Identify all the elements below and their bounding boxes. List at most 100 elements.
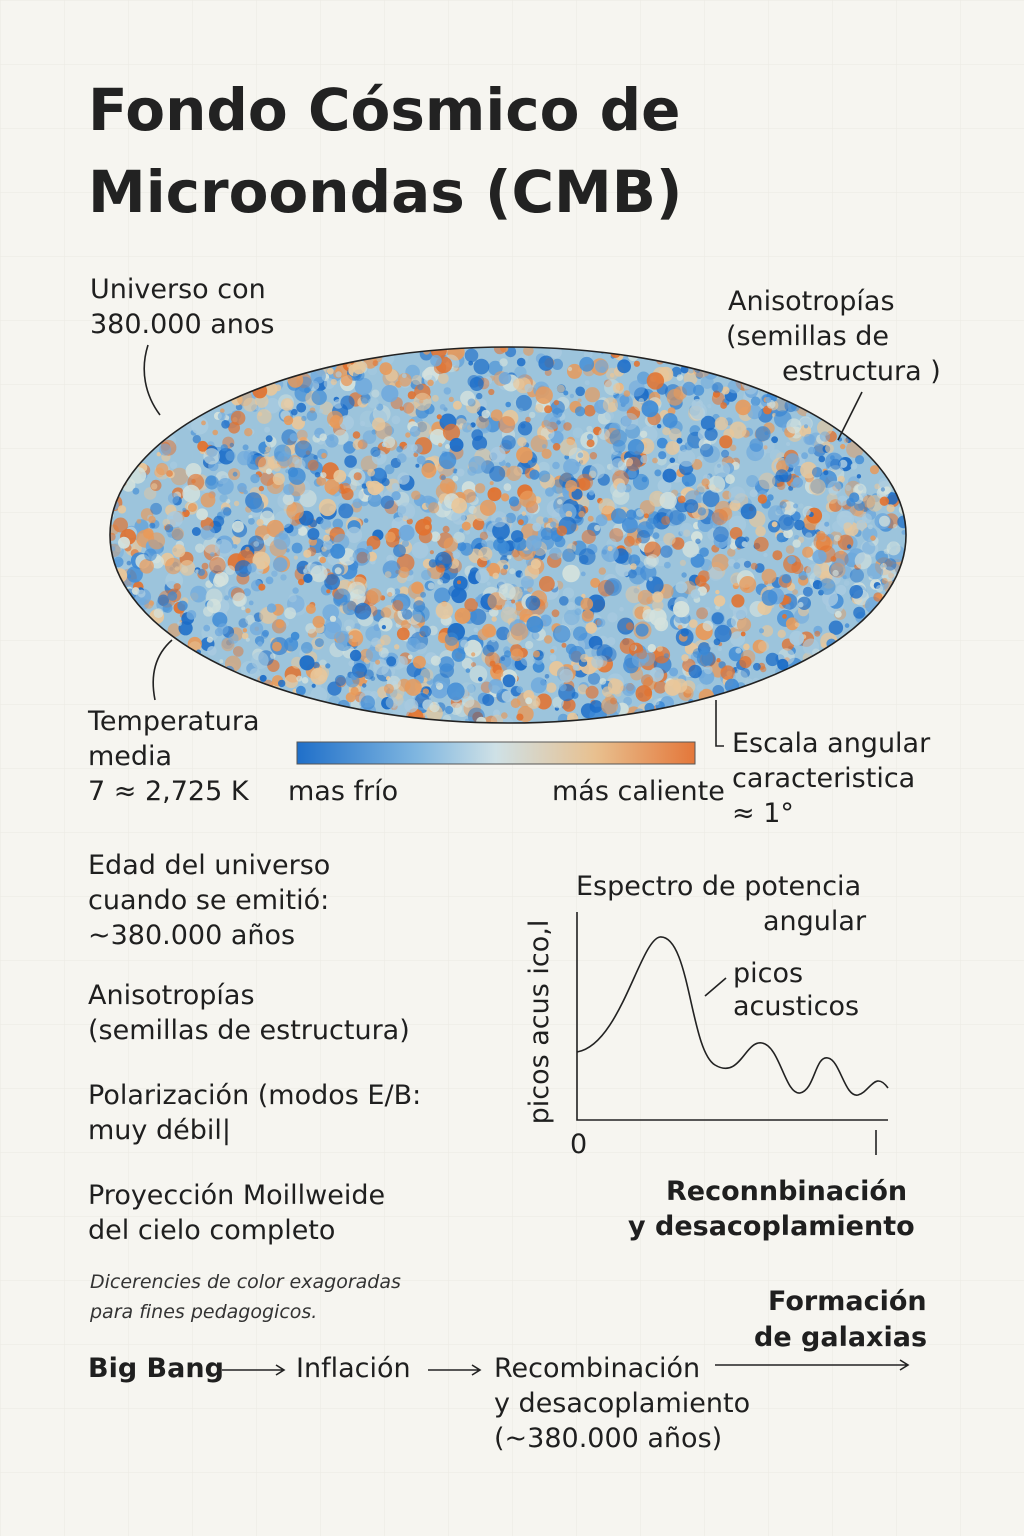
cmb-spot [657,424,662,429]
cmb-spot [266,603,277,613]
cmb-spot [398,524,415,541]
cmb-spot [361,398,368,405]
cmb-spot [679,522,694,537]
cmb-spot [118,536,130,549]
cmb-spot [258,485,265,492]
cmb-spot [562,698,576,712]
cmb-spot [787,555,796,565]
cmb-spot [604,379,612,388]
cmb-spot [711,383,719,392]
cmb-spot [490,409,503,422]
cmb-spot [514,366,527,379]
cmb-spot [380,495,394,509]
cmb-spot [587,515,594,522]
cmb-spot [299,655,315,671]
cmb-spot [627,469,637,479]
cmb-spot [437,465,444,472]
cmb-spot [452,468,458,474]
cmb-spot [736,617,752,632]
cmb-spot [599,678,607,685]
cmb-spot [416,455,426,465]
cmb-spot [704,427,718,441]
cmb-spot [471,662,476,668]
cmb-spot [669,457,676,464]
cmb-spot [783,485,788,490]
cmb-spot [243,588,251,597]
cmb-spot [289,433,298,442]
cmb-spot [420,591,426,598]
cmb-spot [453,365,460,372]
cmb-spot [566,543,577,553]
cmb-spot [584,380,590,386]
cmb-spot [375,659,381,665]
cmb-spot [749,489,758,498]
cmb-spot [435,551,452,569]
cmb-spot [676,374,684,381]
cmb-spot [689,402,707,420]
cmb-spot [518,407,524,413]
y-axis-label: picos acus ico,l [524,920,555,1125]
cmb-spot [277,451,293,467]
cmb-spot [695,575,707,587]
cmb-spot [500,656,506,661]
cmb-spot [182,507,187,512]
cmb-spot [532,660,545,673]
cmb-spot [442,525,450,533]
cmb-spot [604,578,622,596]
cmb-spot [622,683,636,697]
cmb-spot [164,524,174,533]
cmb-spot [323,540,333,550]
cmb-spot [291,542,303,554]
cmb-spot [516,713,524,721]
cmb-spot [284,607,296,620]
cmb-spot [501,712,508,719]
cmb-spot [438,656,455,672]
cmb-spot [220,408,225,414]
cmb-spot [525,416,531,423]
cmb-map [110,347,906,723]
cmb-spot [360,695,375,710]
cmb-spot [552,461,560,470]
cmb-spot [126,566,143,583]
fact: Proyección Moillweide [88,1180,385,1211]
cmb-spot [853,606,866,619]
cmb-spot [498,583,516,601]
cmb-spot [415,463,420,468]
cmb-spot [259,674,267,682]
cmb-spot [518,519,524,526]
cmb-spot [443,537,458,552]
annotation: Escala angular [732,728,931,759]
cmb-spot [248,514,253,519]
cmb-spot [292,587,299,594]
cmb-spot [663,653,670,659]
cmb-spot [503,483,512,491]
cmb-spot [396,627,410,641]
cmb-spot [856,520,866,531]
cmb-spot [649,667,664,682]
cmb-spot [807,446,816,455]
cmb-spot [835,584,847,596]
cmb-spot [489,446,506,463]
cmb-spot [318,498,337,517]
cmb-spot [221,506,232,517]
cmb-spot [301,677,309,684]
cmb-spot [346,526,363,544]
fact: Edad del universo [88,850,330,881]
cmb-spot [587,672,601,685]
cmb-spot [349,556,355,562]
cmb-spot [446,682,465,701]
cmb-spot [253,474,260,481]
colorbar-label: mas frío [288,776,398,807]
cmb-spot [245,614,256,625]
cmb-spot [551,609,560,618]
cmb-spot [575,386,585,397]
cmb-spot [454,607,471,624]
cmb-spot [775,469,789,482]
cmb-spot [372,360,379,367]
cmb-spot [452,475,459,482]
cmb-spot [559,438,578,457]
cmb-spot [243,397,258,412]
cmb-spot [349,634,354,640]
cmb-spot [879,515,890,527]
cmb-spot [778,514,795,531]
